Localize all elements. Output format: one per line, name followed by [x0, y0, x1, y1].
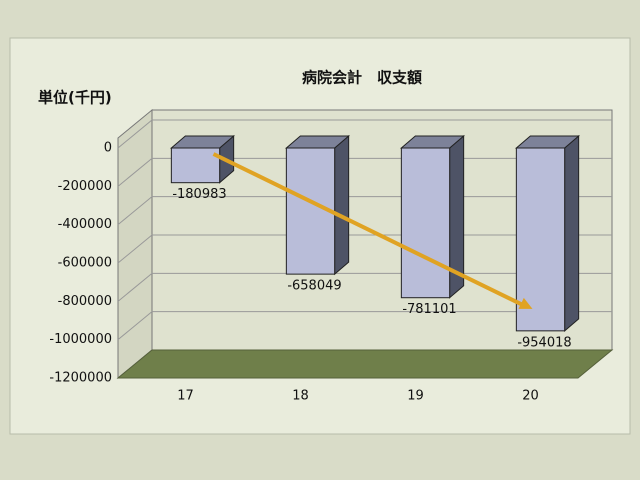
y-tick-label: -600000	[58, 256, 112, 271]
bar-side	[334, 134, 350, 276]
data-label: -658049	[287, 279, 341, 294]
x-tick-label: 17	[177, 389, 194, 404]
x-tick-label: 18	[292, 389, 309, 404]
bar	[400, 147, 451, 299]
y-tick-label: -400000	[58, 217, 112, 232]
data-label: -781101	[402, 302, 456, 317]
y-tick-label: -1200000	[49, 371, 112, 386]
floor	[116, 349, 614, 379]
grid-line	[117, 119, 612, 149]
trend-arrow	[212, 152, 524, 307]
bar	[515, 147, 566, 332]
trend-arrow-head	[518, 297, 533, 309]
data-label: -180983	[172, 187, 226, 202]
x-tick-label: 19	[407, 389, 424, 404]
y-tick-label: -800000	[58, 294, 112, 309]
bar-side	[564, 134, 580, 332]
y-tick-label: -1000000	[49, 332, 112, 347]
side-wall	[117, 108, 153, 380]
y-tick-label: -200000	[58, 179, 112, 194]
data-label: -954018	[517, 335, 571, 350]
chart-title: 病院会計 収支額	[302, 69, 422, 87]
x-tick-label: 20	[522, 389, 539, 404]
y-axis-label: 単位(千円)	[38, 89, 112, 107]
bar	[170, 147, 221, 184]
grid-line	[117, 311, 612, 341]
y-tick-label: 0	[104, 141, 112, 156]
